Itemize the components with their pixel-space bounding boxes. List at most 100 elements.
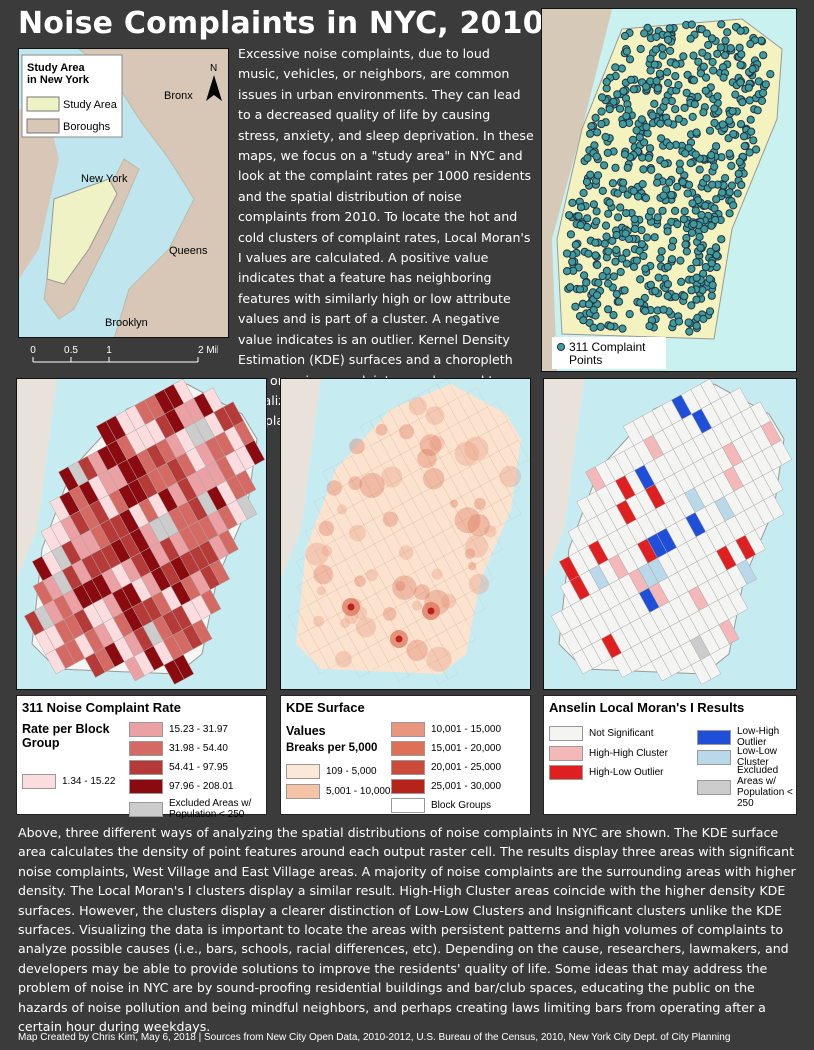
complaint-point [613, 189, 622, 198]
land [78, 49, 228, 337]
complaint-point [589, 305, 598, 314]
legend-item: 97.96 - 208.01 [129, 779, 234, 794]
block-group [459, 466, 481, 492]
block-group [342, 480, 364, 506]
complaint-point [637, 240, 647, 249]
block-group [744, 529, 766, 555]
complaint-point [680, 207, 689, 216]
legend-label: Boroughs [63, 121, 111, 133]
complaint-point [603, 148, 612, 157]
complaint-point [749, 136, 758, 145]
complaint-point [740, 142, 749, 151]
density-blob [381, 466, 403, 488]
complaint-point [753, 106, 762, 115]
complaint-point [725, 209, 734, 218]
complaint-point [656, 119, 665, 128]
legend-title: KDE Surface [286, 700, 365, 715]
block-group [479, 455, 501, 482]
complaint-point [695, 232, 704, 241]
complaint-point [622, 112, 631, 121]
complaint-point [586, 129, 595, 138]
block-group [338, 633, 359, 659]
complaint-point [723, 28, 732, 37]
block-group [390, 454, 412, 480]
complaint-point [727, 181, 736, 190]
complaint-point [699, 108, 708, 117]
complaint-point [591, 251, 600, 260]
complaint-point [571, 240, 580, 249]
legend-label: 109 - 5,000 [326, 766, 377, 777]
complaint-point [618, 119, 628, 129]
complaint-point [568, 198, 577, 207]
complaint-point [699, 314, 708, 323]
legend-title-line: Study Area [27, 62, 86, 74]
legend-item: 15.23 - 31.97 [129, 722, 228, 737]
density-blob [355, 617, 377, 638]
complaint-point [712, 195, 721, 204]
block-group [395, 601, 417, 627]
scale-label: 0.5 [64, 345, 78, 356]
block-group [419, 438, 441, 464]
legend-title-line: in New York [27, 74, 90, 86]
legend-label: 31.98 - 54.40 [169, 743, 228, 754]
block-group [335, 559, 357, 585]
complaint-point [592, 152, 601, 161]
block-group [470, 485, 492, 511]
complaint-point [712, 142, 721, 151]
complaint-point [679, 215, 688, 224]
density-blob [340, 618, 350, 629]
density-blob [414, 584, 430, 600]
complaint-point [731, 90, 740, 99]
complaint-point [681, 240, 690, 249]
density-blob [417, 448, 437, 469]
legend-label: 20,001 - 25,000 [431, 762, 502, 773]
block-group [409, 443, 431, 469]
complaint-point [597, 119, 606, 129]
complaint-point [674, 81, 683, 90]
complaint-point [623, 163, 632, 172]
block-group [481, 504, 502, 531]
density-blob [454, 507, 481, 534]
place-label: Bronx [164, 90, 193, 102]
density-blob [467, 514, 490, 537]
complaint-point [600, 239, 609, 248]
legend-line: 311 Complaint [569, 340, 646, 354]
legend-title: 311 Noise Complaint Rate [22, 700, 181, 715]
block-group [377, 636, 399, 663]
block-group [380, 459, 402, 485]
block-group [327, 613, 349, 640]
complaint-point [684, 318, 693, 327]
complaint-point [738, 98, 747, 107]
complaint-point [658, 44, 667, 53]
legend-swatch [129, 722, 163, 737]
density-blob [321, 545, 333, 557]
complaint-point [594, 278, 603, 287]
density-blob [429, 435, 445, 451]
block-group [316, 570, 337, 596]
complaint-point [639, 165, 648, 174]
complaint-point [691, 206, 700, 215]
complaint-point [685, 327, 694, 336]
complaint-point [710, 104, 719, 113]
density-blob [441, 593, 457, 609]
complaint-point [602, 77, 611, 87]
land [544, 379, 584, 579]
complaint-point [708, 281, 717, 290]
complaint-point [688, 112, 697, 122]
block-group [364, 543, 386, 569]
block-group [451, 496, 473, 522]
complaint-point [759, 51, 768, 60]
complaint-point [745, 96, 754, 105]
complaint-point [657, 247, 666, 256]
block-group [373, 538, 395, 564]
block-group [407, 645, 429, 671]
block-group [399, 424, 421, 450]
density-blob [313, 564, 334, 585]
complaint-point [576, 203, 586, 212]
density-blob [349, 438, 365, 455]
block-group [296, 580, 318, 606]
density-blob [365, 569, 378, 582]
block-group [380, 434, 401, 461]
block-group [372, 489, 394, 515]
block-group [391, 478, 413, 504]
